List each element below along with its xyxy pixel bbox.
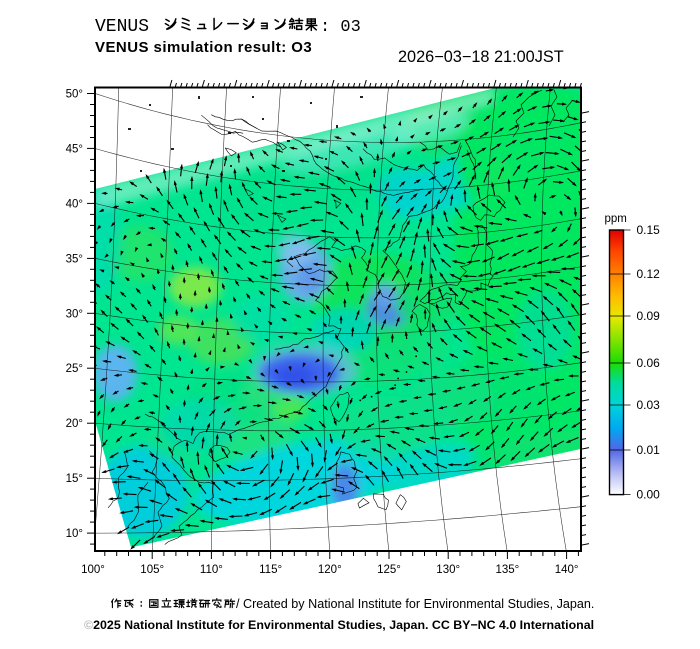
svg-text:VENUS simulation result: O3: VENUS simulation result: O3	[95, 39, 312, 56]
svg-text:0.09: 0.09	[637, 309, 661, 323]
svg-text:0.01: 0.01	[637, 443, 661, 457]
svg-text:0.00: 0.00	[637, 488, 661, 502]
svg-text:ppm: ppm	[605, 213, 627, 225]
svg-text:VENUS: VENUS	[95, 17, 149, 37]
svg-text:115°: 115°	[259, 564, 282, 576]
svg-text:105°: 105°	[140, 564, 164, 576]
svg-text:: 03: : 03	[320, 18, 361, 37]
svg-text:130°: 130°	[436, 564, 460, 576]
svg-text:©2025 National Institute for E: ©2025 National Institute for Environment…	[84, 618, 594, 632]
svg-text:40°: 40°	[66, 198, 83, 210]
svg-text:135°: 135°	[496, 564, 520, 576]
svg-text:20°: 20°	[66, 418, 83, 430]
svg-text:0.03: 0.03	[637, 398, 661, 412]
svg-text:2026−03−18 21:00JST: 2026−03−18 21:00JST	[398, 48, 564, 66]
svg-text:35°: 35°	[66, 253, 83, 265]
svg-text:140°: 140°	[555, 564, 579, 576]
svg-text:30°: 30°	[66, 308, 83, 320]
svg-text:25°: 25°	[66, 363, 83, 375]
svg-text:45°: 45°	[66, 143, 83, 155]
svg-text:/ Created by National Institut: / Created by National Institute for Envi…	[236, 597, 594, 611]
svg-text:0.12: 0.12	[637, 267, 661, 281]
svg-text:15°: 15°	[66, 473, 83, 485]
svg-text:0.06: 0.06	[637, 356, 661, 370]
svg-text:100°: 100°	[81, 564, 105, 576]
svg-text:50°: 50°	[66, 89, 83, 101]
svg-text:110°: 110°	[200, 564, 223, 576]
svg-text:10°: 10°	[66, 528, 83, 540]
svg-text:125°: 125°	[377, 564, 401, 576]
svg-text:120°: 120°	[318, 564, 342, 576]
svg-text:0.15: 0.15	[637, 223, 661, 237]
